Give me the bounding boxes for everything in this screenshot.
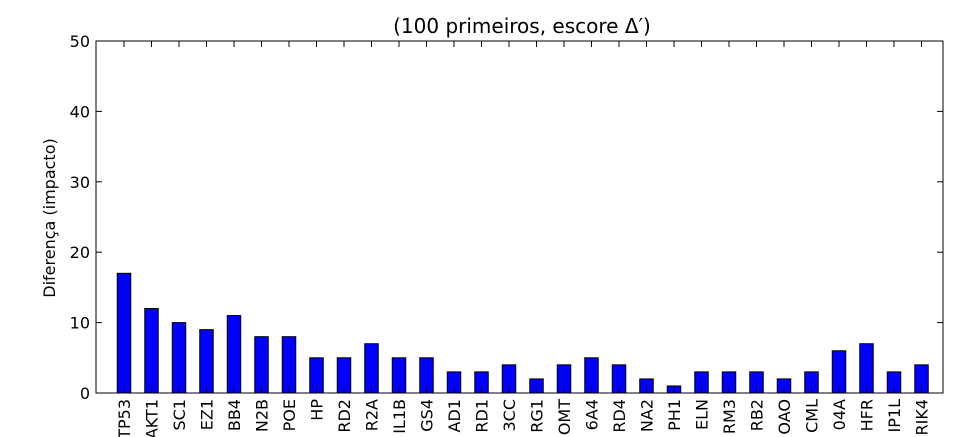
x-tick-label: HFR [858,399,877,431]
bars-group [116,272,929,394]
plot-frame [95,40,944,394]
x-tick-label: GS4 [418,399,437,432]
x-tick-label: AD1 [445,399,464,432]
chart-title: (100 primeiros, escore Δ′) [393,14,651,38]
y-ticks-group: 0 10 20 30 40 50 [70,32,943,403]
x-tick-label: SC1 [170,399,189,431]
bar [364,343,379,394]
y-tick-label: 20 [70,243,90,262]
x-tick-label: R2A [363,399,382,431]
x-tick-label: IL1B [390,399,409,434]
x-tick-label: RD1 [473,399,492,433]
x-tick-label: AKT1 [143,399,162,437]
x-tick-label: EZ1 [198,399,217,430]
x-tick-label: RIK4 [913,399,932,436]
x-tick-label: RG1 [528,399,547,433]
x-tick-label: POE [280,399,299,431]
x-tick-label: IP1L [885,399,904,433]
x-tick-label: 3CC [500,399,519,432]
bar [116,272,132,394]
x-tick-label: TP53 [115,399,134,437]
x-tick-label: NA2 [638,399,657,432]
x-tick-label: 6A4 [583,399,602,430]
x-tick-label: N2B [253,399,272,432]
x-tick-label: RD4 [610,399,629,433]
x-tick-label: RB2 [748,399,767,431]
x-tick-label: BB4 [225,399,244,431]
x-tick-label: PH1 [665,399,684,431]
y-tick-label: 50 [70,32,90,51]
x-tick-label: 04A [830,399,849,430]
y-tick-label: 0 [80,384,90,403]
x-tick-label: CML [803,399,822,433]
x-tick-label: OMT [555,399,574,435]
y-tick-label: 40 [70,102,90,121]
bar [144,308,159,394]
bar [281,336,297,394]
bar [831,350,847,394]
x-tick-label: RM3 [720,399,739,434]
x-tick-label: HP [308,399,327,421]
x-ticks-group: TP53 AKT1 SC1 EZ1 BB4 N2B POE HP RD2 R2A IL1B GS4 AD… [115,41,932,437]
x-tick-label: OAO [775,399,794,435]
bar [171,322,187,394]
y-tick-label: 30 [70,173,90,192]
bar [859,343,874,394]
y-tick-label: 10 [70,314,90,333]
x-tick-label: ELN [693,399,712,430]
y-axis-label: Diferença (impacto) [40,138,59,297]
bar [254,336,269,394]
bar [199,329,214,394]
x-tick-label: RD2 [335,399,354,433]
bar [226,315,242,394]
